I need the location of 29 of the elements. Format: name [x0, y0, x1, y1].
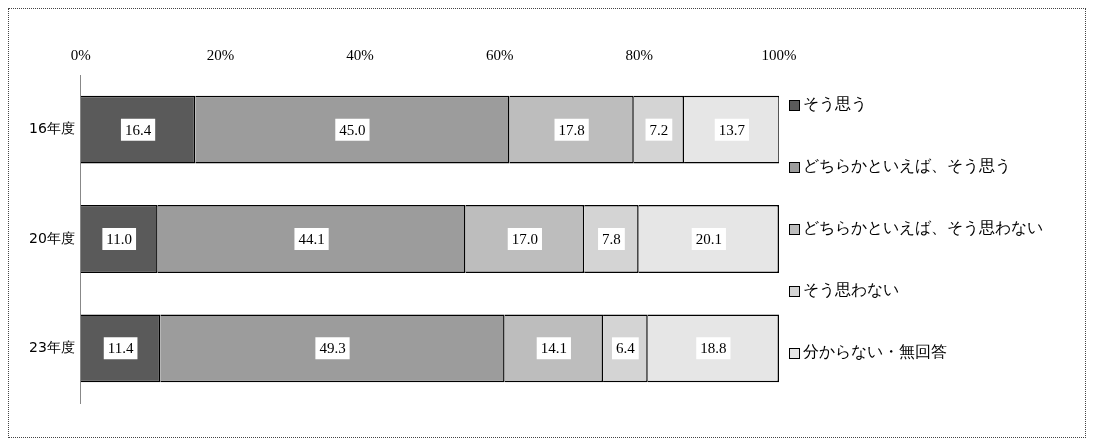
data-label: 17.8 — [558, 121, 585, 138]
data-label: 7.2 — [649, 121, 669, 138]
legend-label: どちらかといえば、そう思う — [803, 156, 1011, 177]
data-label: 7.8 — [602, 230, 621, 247]
data-label: 45.0 — [339, 121, 366, 138]
y-tick-label: 20年度 — [28, 229, 75, 246]
data-label: 14.1 — [540, 340, 567, 357]
data-label: 6.4 — [616, 340, 636, 357]
data-label: 11.0 — [106, 230, 133, 247]
y-tick-label: 16年度 — [28, 120, 75, 137]
data-label: 49.3 — [319, 340, 346, 357]
data-label: 17.0 — [511, 230, 538, 247]
legend-label: そう思う — [803, 94, 867, 115]
x-tick-label: 20% — [206, 46, 235, 63]
legend-label: そう思わない — [803, 280, 899, 301]
legend-label: どちらかといえば、そう思わない — [803, 218, 1043, 239]
data-label: 20.1 — [695, 230, 722, 247]
data-label: 18.8 — [700, 340, 727, 357]
x-tick-label: 100% — [761, 46, 797, 63]
data-label: 44.1 — [298, 230, 325, 247]
x-tick-label: 40% — [346, 46, 374, 63]
legend-label: 分からない・無回答 — [803, 342, 947, 363]
x-tick-label: 60% — [485, 46, 514, 63]
x-tick-label: 80% — [625, 46, 654, 63]
data-label: 13.7 — [718, 121, 746, 138]
data-label: 16.4 — [124, 121, 152, 138]
y-tick-label: 23年度 — [28, 338, 75, 355]
x-tick-label: 0% — [70, 46, 91, 63]
data-label: 11.4 — [107, 340, 134, 357]
